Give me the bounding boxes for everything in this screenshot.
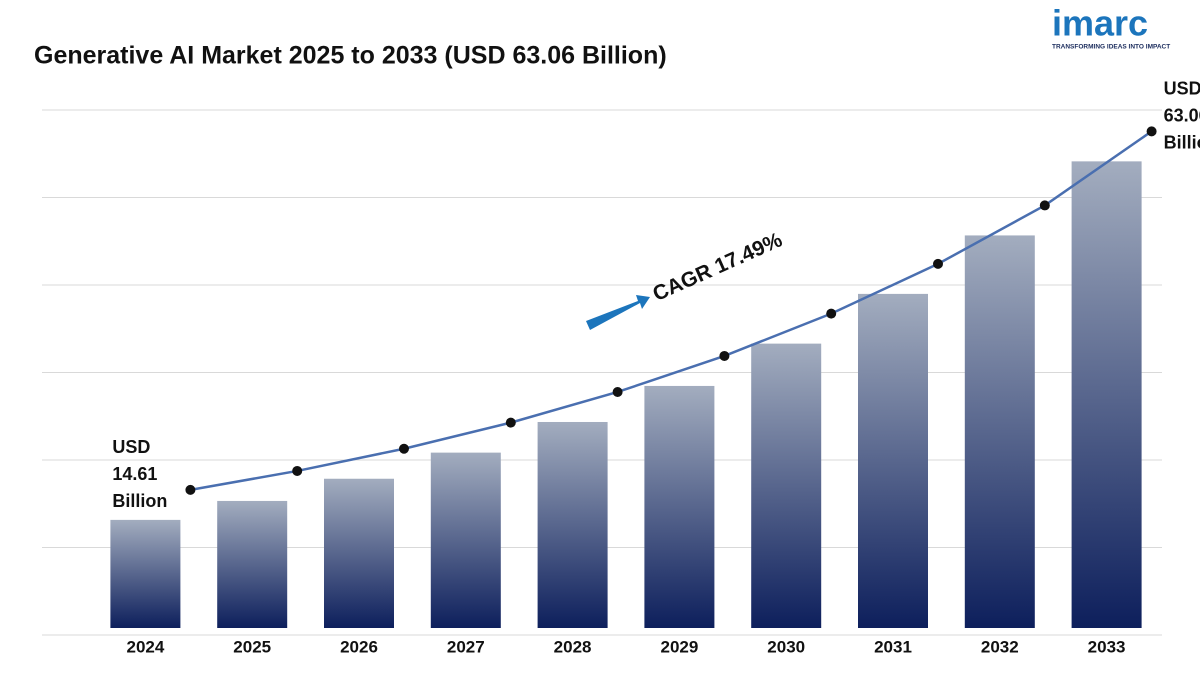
trend-point — [612, 386, 623, 397]
cagr-arrow — [586, 295, 650, 330]
x-tick-label: 2025 — [233, 637, 271, 656]
x-tick-label: 2033 — [1088, 637, 1126, 656]
trend-point — [1146, 126, 1157, 137]
bar — [1071, 161, 1142, 628]
trend-point — [1039, 200, 1050, 211]
trend-point — [505, 417, 516, 428]
value-label: USD 14.61 Billion — [112, 437, 167, 511]
logo: imarc — [1052, 3, 1148, 44]
logo-tagline: TRANSFORMING IDEAS INTO IMPACT — [1052, 44, 1170, 51]
x-tick-label: 2032 — [981, 637, 1019, 656]
trend-point — [399, 443, 409, 454]
bar — [324, 478, 394, 628]
trend-point — [719, 350, 730, 361]
bar — [110, 519, 181, 628]
x-tick-label: 2030 — [767, 637, 805, 656]
bar — [964, 235, 1035, 628]
bar — [858, 293, 928, 628]
trend-point — [933, 258, 943, 269]
bar — [430, 452, 501, 628]
x-tick-label: 2026 — [340, 637, 378, 656]
x-tick-label: 2031 — [874, 637, 912, 656]
x-tick-label: 2027 — [447, 637, 485, 656]
x-tick-label: 2024 — [126, 637, 164, 656]
x-tick-label: 2028 — [554, 637, 592, 656]
trend-point — [185, 484, 196, 495]
bar — [751, 343, 822, 628]
trend-line — [190, 130, 1153, 492]
bar — [537, 421, 608, 628]
trend-point — [826, 308, 837, 319]
chart-title: Generative AI Market 2025 to 2033 (USD 6… — [34, 42, 667, 70]
bar — [217, 500, 288, 628]
bar — [644, 385, 715, 628]
trend-point — [292, 465, 303, 476]
x-tick-label: 2029 — [660, 637, 698, 656]
